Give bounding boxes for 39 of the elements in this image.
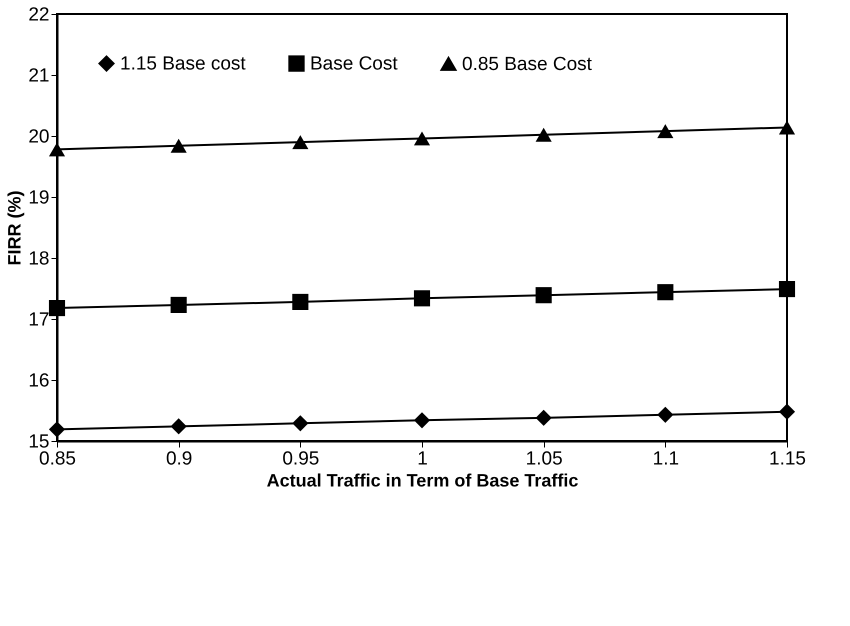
y-tick-label: 18 [28, 248, 50, 270]
y-tick-label: 16 [28, 370, 50, 392]
point [778, 120, 796, 134]
x-tick-label: 0.9 [166, 448, 192, 470]
point [536, 128, 552, 142]
point [657, 124, 674, 138]
point [48, 300, 66, 316]
point [536, 410, 552, 426]
point [170, 138, 187, 153]
point [170, 296, 187, 314]
point [414, 131, 430, 146]
x-tick-label: 1.05 [526, 448, 563, 470]
legend-label: 1.15 Base cost [120, 54, 246, 75]
point [536, 287, 552, 304]
y-tick-label: 21 [28, 66, 50, 86]
point [292, 294, 308, 310]
y-axis-title: FIRR (%) [4, 190, 24, 266]
point [657, 406, 674, 423]
y-tick-label: 17 [28, 310, 50, 330]
point [414, 412, 430, 428]
x-tick-label: 1.15 [769, 448, 806, 470]
point [778, 404, 796, 420]
x-tick-label: 1 [417, 448, 428, 470]
point [778, 281, 796, 298]
legend-label: 0.85 Base Cost [462, 54, 593, 75]
x-axis-title: Actual Traffic in Term of Base Traffic [266, 470, 578, 490]
y-tick-label: 19 [28, 188, 50, 208]
x-tick-label: 1.1 [652, 448, 680, 470]
y-tick-label: 22 [28, 4, 50, 26]
y-tick-label: 20 [28, 126, 50, 148]
point [657, 284, 674, 300]
point [414, 290, 430, 306]
point [292, 135, 308, 150]
x-tick-label: 0.95 [282, 448, 320, 470]
point [170, 418, 187, 434]
point [48, 421, 66, 438]
point [48, 142, 66, 156]
point [292, 415, 308, 432]
legend-label: Base Cost [310, 54, 398, 75]
